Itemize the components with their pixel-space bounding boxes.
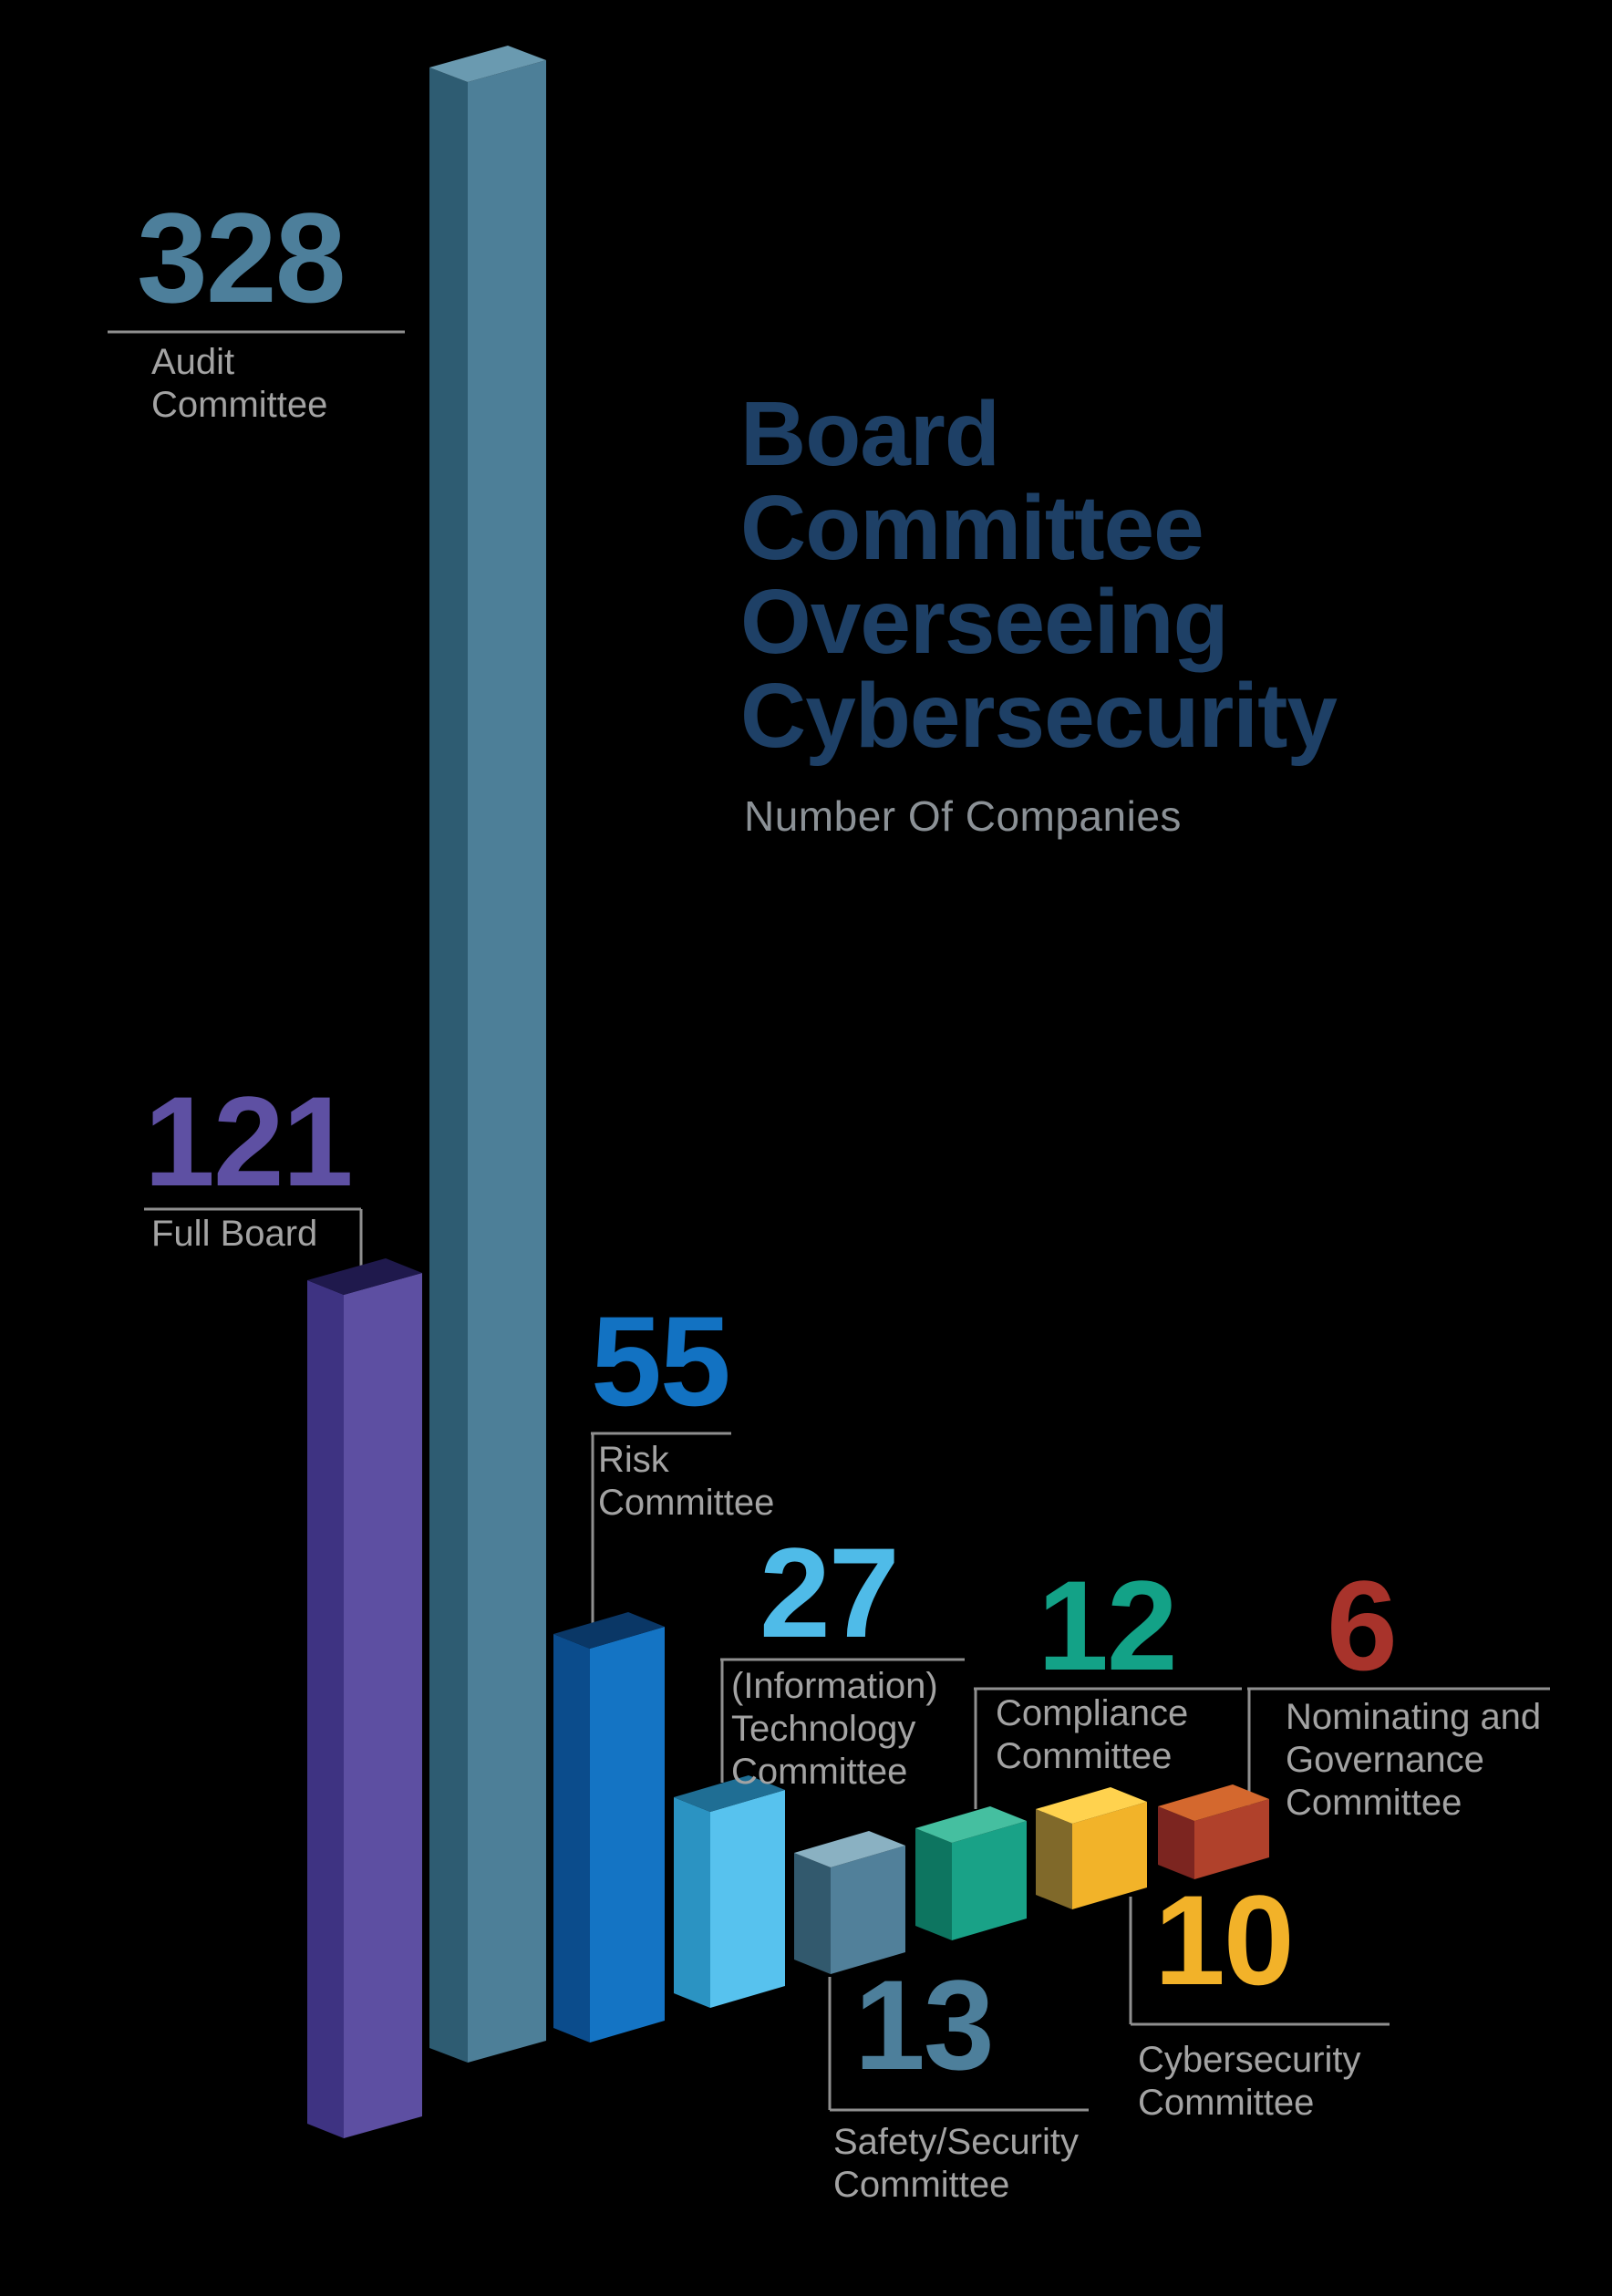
bar-audit-committee — [429, 46, 546, 2063]
bar-top-face — [674, 1775, 785, 1812]
bar-left-face — [307, 1280, 344, 2138]
title-line-3: Overseeing — [740, 571, 1229, 673]
bar-right-face — [344, 1273, 422, 2138]
bar-top-face — [915, 1806, 1027, 1843]
safety-security-committee-label: Safety/Security Committee — [833, 2122, 1080, 2206]
bar-compliance-committee — [915, 1806, 1027, 1940]
title-line-2: Committee — [740, 477, 1204, 579]
bar-left-face — [674, 1797, 710, 2008]
bar-left-face — [1036, 1809, 1072, 1909]
bar-right-face — [468, 60, 546, 2063]
bar-full-board — [307, 1258, 422, 2138]
full-board-value: 121 — [144, 1070, 354, 1213]
bar-top-face — [429, 46, 546, 82]
bar-risk-committee — [553, 1612, 665, 2043]
compliance-committee-value: 12 — [1038, 1554, 1178, 1697]
bar-safety-security-committee — [794, 1831, 905, 1974]
title-line-4: Cybersecurity — [740, 665, 1338, 767]
bar-top-face — [1036, 1787, 1147, 1824]
bar-left-face — [429, 67, 468, 2063]
bar-left-face — [794, 1853, 831, 1974]
bar-cybersecurity-committee — [1036, 1787, 1147, 1909]
bar-top-face — [794, 1831, 905, 1867]
chart-title: Board Committee Overseeing Cybersecurity — [740, 383, 1338, 767]
bar-right-face — [1194, 1799, 1269, 1879]
bar-right-face — [831, 1846, 905, 1974]
bar-left-face — [915, 1828, 952, 1940]
risk-committee-label: Risk Committee — [598, 1440, 775, 1524]
information-technology-committee-value: 27 — [760, 1521, 900, 1664]
audit-committee-label: Audit Committee — [151, 342, 328, 426]
bar-top-face — [307, 1258, 422, 1295]
bar-left-face — [553, 1634, 590, 2043]
bar-top-face — [553, 1612, 665, 1649]
risk-committee-value: 55 — [591, 1289, 731, 1432]
bar-right-face — [1072, 1802, 1147, 1909]
bar-right-face — [590, 1627, 665, 2043]
bar-nominating-and-governance-committee — [1158, 1784, 1269, 1879]
audit-committee-value: 328 — [137, 186, 346, 329]
nominating-governance-committee-label: Nominating and Governance Committee — [1286, 1697, 1542, 1824]
bar-information-technology-committee — [674, 1775, 785, 2008]
cybersecurity-committee-label: Cybersecurity Committee — [1138, 2040, 1361, 2124]
information-technology-committee-label: (Information) Technology Committee — [731, 1666, 938, 1793]
nominating-governance-committee-value: 6 — [1327, 1554, 1398, 1697]
bar-right-face — [952, 1821, 1027, 1940]
title-line-1: Board — [740, 383, 1000, 485]
bar-top-face — [1158, 1784, 1269, 1821]
bar-right-face — [710, 1790, 785, 2008]
safety-security-committee-value: 13 — [854, 1953, 995, 2096]
compliance-committee-label: Compliance Committee — [996, 1693, 1189, 1777]
cybersecurity-committee-value: 10 — [1154, 1868, 1295, 2012]
full-board-label: Full Board — [151, 1214, 318, 1254]
bar-left-face — [1158, 1806, 1194, 1879]
chart-subtitle: Number Of Companies — [744, 792, 1182, 840]
